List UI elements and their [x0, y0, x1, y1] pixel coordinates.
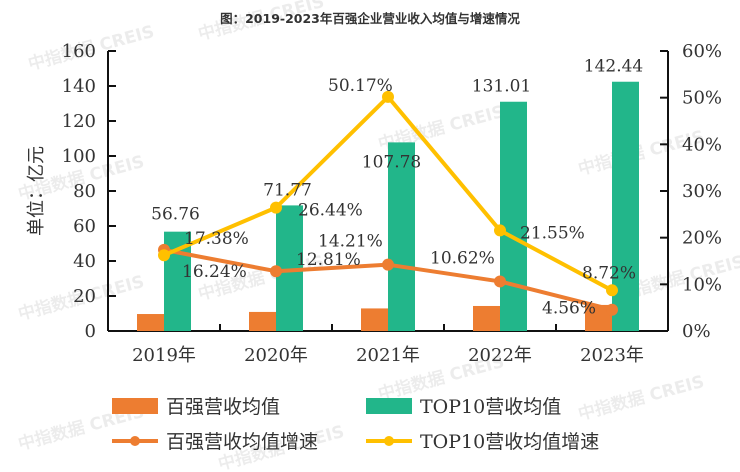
bar-value-label: 107.78	[362, 152, 421, 172]
bar-top100-avg	[249, 311, 276, 331]
right-tick-label: 40%	[682, 134, 722, 155]
right-tick-label: 0%	[682, 321, 711, 342]
bar-top10-avg	[500, 101, 527, 331]
axes: 0 20 40 60 80 100 120 140 160 0% 10% 20% 30% 40% 50% 60…	[26, 41, 722, 366]
left-tick-label: 120	[62, 111, 96, 132]
watermark-text: 中指数据 CREIS	[576, 371, 707, 425]
watermark-text: 中指数据 CREIS	[196, 0, 327, 45]
x-tick-label: 2019年	[132, 345, 196, 366]
line-value-label: 17.38%	[184, 229, 249, 249]
left-tick-label: 20	[73, 286, 96, 307]
left-tick-label: 80	[73, 181, 96, 202]
point-top10-growth	[606, 284, 618, 297]
chart-title: 图：2019-2023年百强企业营业收入均值与增速情况	[220, 11, 520, 26]
point-top10-growth	[158, 249, 170, 262]
left-tick-label: 140	[62, 76, 96, 97]
legend-swatch-bar	[112, 398, 158, 414]
line-value-label: 21.55%	[520, 223, 585, 243]
x-tick-label: 2022年	[468, 345, 532, 366]
point-top100-growth	[382, 258, 394, 271]
legend-swatch-marker	[384, 436, 394, 446]
x-tick-label: 2021年	[356, 345, 420, 366]
line-value-label: 16.24%	[182, 262, 247, 282]
lines	[158, 90, 618, 316]
data-labels: 56.76 71.77 107.78 131.01 142.44 17.38% 12.81%…	[151, 57, 643, 319]
legend-label: TOP10营收均值增速	[420, 431, 599, 453]
point-top100-growth	[494, 275, 506, 288]
point-top100-growth	[270, 265, 282, 278]
bar-value-label: 131.01	[472, 77, 531, 97]
line-value-label: 26.44%	[298, 201, 363, 221]
bars	[137, 81, 639, 331]
legend-label: 百强营收均值	[166, 396, 280, 418]
legend-swatch-bar	[366, 398, 412, 414]
point-top10-growth	[494, 224, 506, 237]
bar-value-label: 71.77	[263, 180, 312, 200]
bar-top100-avg	[473, 305, 500, 331]
right-tick-label: 50%	[682, 88, 722, 109]
left-tick-label: 40	[73, 251, 96, 272]
line-value-label: 12.81%	[296, 250, 361, 270]
left-tick-label: 0	[85, 321, 96, 342]
x-tick-label: 2020年	[244, 345, 308, 366]
left-tick-label: 160	[62, 41, 96, 62]
bar-top10-avg	[388, 142, 415, 331]
line-value-label: 4.56%	[542, 299, 596, 319]
right-tick-label: 10%	[682, 274, 722, 295]
right-tick-label: 60%	[682, 41, 722, 62]
y-axis-title: 单位：亿元	[26, 146, 47, 236]
legend-label: 百强营收均值增速	[166, 431, 318, 453]
point-top100-growth	[606, 303, 618, 316]
right-tick-label: 20%	[682, 228, 722, 249]
x-tick-label: 2023年	[580, 345, 644, 366]
line-value-label: 10.62%	[430, 248, 495, 268]
right-tick-label: 30%	[682, 181, 722, 202]
bar-value-label: 142.44	[584, 57, 643, 77]
legend-swatch-marker	[130, 436, 140, 446]
bar-top100-avg	[361, 308, 388, 331]
line-value-label: 8.72%	[582, 263, 636, 283]
left-tick-label: 60	[73, 216, 96, 237]
legend-label: TOP10营收均值	[420, 396, 561, 418]
point-top10-growth	[382, 90, 394, 103]
line-value-label: 50.17%	[328, 76, 393, 96]
bar-value-label: 56.76	[151, 205, 200, 225]
left-tick-label: 100	[62, 146, 96, 167]
bar-top100-avg	[137, 314, 164, 331]
point-top10-growth	[270, 201, 282, 214]
line-value-label: 14.21%	[318, 232, 383, 252]
